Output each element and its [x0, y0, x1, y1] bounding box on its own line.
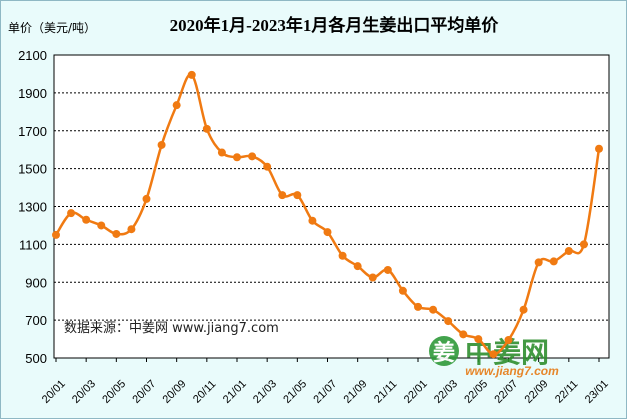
y-tick-label: 700	[25, 313, 47, 328]
data-point-20-01	[52, 230, 60, 239]
watermark-logo-char: 姜	[433, 340, 455, 366]
x-tick-label: 21/09	[342, 378, 370, 406]
data-source-note: 数据来源：中姜网 www.jiang7.com	[64, 321, 279, 336]
x-tick-label: 21/07	[311, 378, 339, 406]
data-point-22-07	[504, 336, 513, 345]
data-point-21-06	[308, 216, 317, 225]
data-point-20-10	[187, 70, 196, 79]
data-point-22-02	[429, 305, 438, 314]
data-point-22-03	[444, 317, 453, 326]
data-point-22-08	[519, 305, 528, 314]
data-point-21-11	[383, 265, 392, 274]
data-point-21-09	[353, 262, 362, 271]
data-point-22-06	[489, 350, 498, 359]
data-point-22-05	[474, 335, 483, 344]
data-point-20-08	[157, 140, 166, 149]
chart-title: 2020年1月-2023年1月各月生姜出口平均单价	[170, 15, 500, 35]
y-tick-label: 1300	[18, 200, 47, 215]
y-tick-label: 2100	[18, 48, 47, 63]
x-tick-label: 20/05	[100, 378, 128, 406]
data-point-22-10	[549, 257, 558, 266]
x-tick-label: 21/01	[221, 378, 249, 406]
data-point-22-01	[414, 302, 422, 311]
data-point-20-04	[97, 221, 106, 230]
y-axis-ticks: 500 700 900 1100 1300 1500 1700 1900 2100	[18, 48, 47, 366]
y-tick-label: 500	[25, 351, 47, 366]
x-tick-label: 21/03	[251, 378, 279, 406]
x-tick-label: 22/07	[492, 378, 520, 406]
watermark-logo: 姜	[429, 336, 459, 366]
data-point-21-05	[293, 191, 302, 200]
data-point-21-02	[248, 152, 257, 161]
data-point-22-09	[534, 258, 543, 267]
data-point-20-12	[217, 148, 226, 157]
y-tick-label: 900	[25, 275, 47, 290]
x-tick-label: 21/05	[281, 378, 309, 406]
data-point-20-06	[127, 225, 136, 234]
data-point-22-12	[579, 240, 588, 249]
data-point-21-12	[398, 286, 407, 295]
data-point-21-08	[338, 251, 347, 260]
x-tick-label: 21/11	[372, 378, 399, 405]
data-point-23-01	[595, 144, 603, 153]
data-point-21-04	[278, 191, 287, 200]
x-tick-label: 23/01	[583, 378, 611, 406]
data-point-20-05	[112, 229, 121, 238]
x-tick-label: 22/09	[523, 378, 551, 406]
series-group	[52, 70, 603, 359]
x-tick-label: 20/01	[40, 378, 68, 406]
x-tick-label: 20/07	[130, 378, 158, 406]
y-tick-label: 1500	[18, 162, 47, 177]
data-point-20-09	[172, 101, 181, 110]
x-tick-label: 22/03	[432, 378, 460, 406]
x-tick-label: 22/05	[462, 378, 490, 406]
y-tick-label: 1900	[18, 86, 47, 101]
data-point-20-02	[67, 209, 76, 218]
x-tick-label: 20/09	[161, 378, 189, 406]
x-tick-label: 20/11	[191, 378, 218, 405]
x-tick-label: 20/03	[70, 378, 98, 406]
watermark-url: www.jiang7.com	[465, 364, 559, 378]
data-point-22-11	[564, 247, 573, 256]
data-point-20-11	[202, 124, 211, 133]
data-point-21-03	[263, 162, 272, 171]
data-point-21-10	[368, 273, 377, 282]
data-point-21-07	[323, 228, 332, 237]
x-tick-label: 22/11	[553, 378, 580, 405]
data-point-21-01	[233, 153, 241, 162]
y-tick-label: 1700	[18, 124, 47, 139]
x-tick-label: 22/01	[402, 378, 430, 406]
data-point-22-04	[459, 330, 468, 339]
grid-lines	[54, 92, 609, 321]
y-axis-label: 单价（美元/吨）	[8, 21, 96, 35]
data-point-20-07	[142, 194, 151, 203]
y-tick-label: 1100	[19, 237, 47, 252]
data-point-20-03	[82, 215, 91, 224]
